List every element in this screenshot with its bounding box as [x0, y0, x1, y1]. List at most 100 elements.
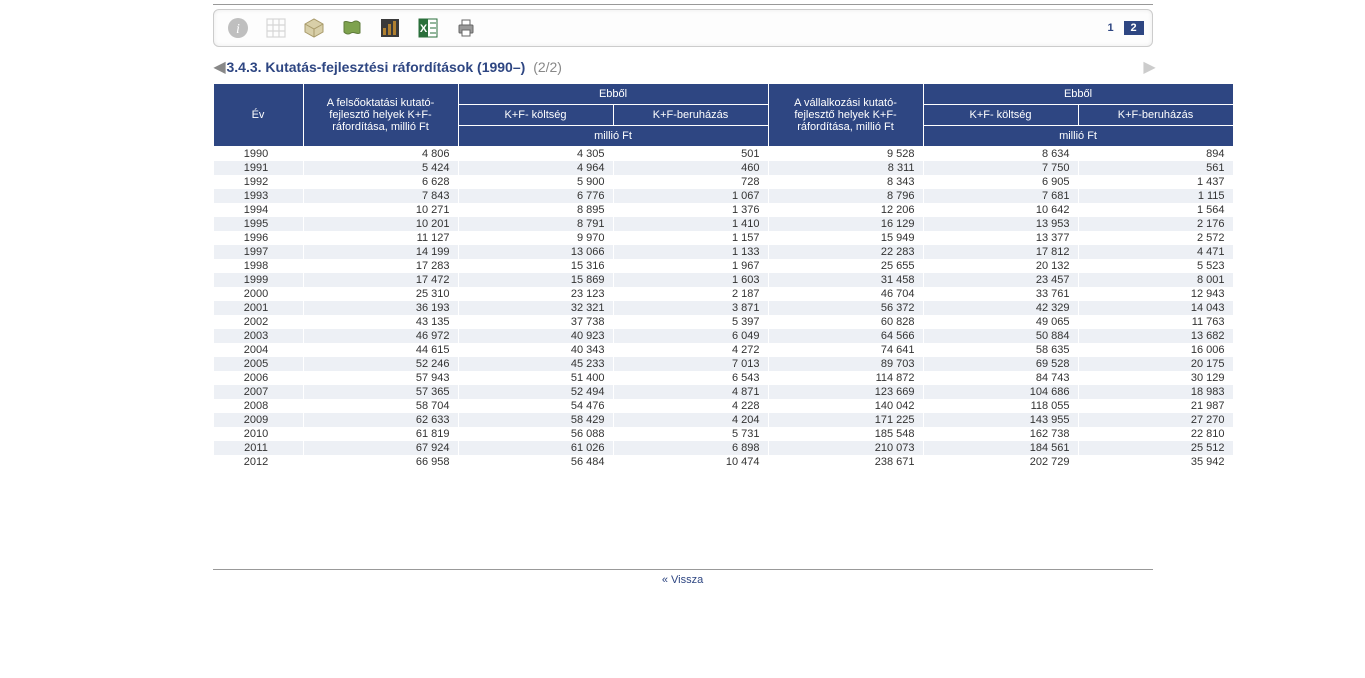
cell-b: 22 283 — [768, 245, 923, 259]
cell-b2: 1 437 — [1078, 175, 1233, 189]
cell-b: 9 528 — [768, 147, 923, 162]
cell-year: 1993 — [213, 189, 303, 203]
cell-b: 171 225 — [768, 413, 923, 427]
cell-a: 10 201 — [303, 217, 458, 231]
info-icon[interactable]: i — [222, 14, 254, 42]
data-table: Év A felsőoktatási kutató-fejlesztő hely… — [213, 83, 1234, 469]
cell-a1: 5 900 — [458, 175, 613, 189]
cell-b2: 27 270 — [1078, 413, 1233, 427]
cell-a2: 1 967 — [613, 259, 768, 273]
excel-icon[interactable]: X — [412, 14, 444, 42]
table-row: 201167 92461 0266 898210 073184 56125 51… — [213, 441, 1233, 455]
cell-year: 2004 — [213, 343, 303, 357]
th-b-beruhazas: K+F-beruházás — [1078, 105, 1233, 126]
cell-year: 2010 — [213, 427, 303, 441]
th-a-beruhazas: K+F-beruházás — [613, 105, 768, 126]
cell-a1: 40 923 — [458, 329, 613, 343]
cell-year: 2011 — [213, 441, 303, 455]
cell-a1: 32 321 — [458, 301, 613, 315]
table-row: 200243 13537 7385 39760 82849 06511 763 — [213, 315, 1233, 329]
cell-year: 2002 — [213, 315, 303, 329]
next-page-arrow[interactable]: ▶ — [1143, 57, 1157, 77]
cell-a2: 2 187 — [613, 287, 768, 301]
grid-icon[interactable] — [260, 14, 292, 42]
cell-b: 74 641 — [768, 343, 923, 357]
cell-b: 238 671 — [768, 455, 923, 469]
table-row: 19904 8064 3055019 5288 634894 — [213, 147, 1233, 162]
table-row: 199611 1279 9701 15715 94913 3772 572 — [213, 231, 1233, 245]
cell-b1: 33 761 — [923, 287, 1078, 301]
cell-a1: 15 869 — [458, 273, 613, 287]
pager-page-1[interactable]: 1 — [1101, 21, 1121, 35]
chart-icon[interactable] — [374, 14, 406, 42]
cell-a2: 1 376 — [613, 203, 768, 217]
table-row: 200757 36552 4944 871123 669104 68618 98… — [213, 385, 1233, 399]
cell-year: 1992 — [213, 175, 303, 189]
cell-a2: 6 898 — [613, 441, 768, 455]
cell-b1: 6 905 — [923, 175, 1078, 189]
table-row: 19915 4244 9644608 3117 750561 — [213, 161, 1233, 175]
back-link[interactable]: « Vissza — [662, 574, 703, 586]
table-row: 200025 31023 1232 18746 70433 76112 943 — [213, 287, 1233, 301]
th-year: Év — [213, 84, 303, 147]
svg-text:X: X — [419, 23, 427, 35]
print-icon[interactable] — [450, 14, 482, 42]
cell-b1: 104 686 — [923, 385, 1078, 399]
table-row: 200657 94351 4006 543114 87284 74330 129 — [213, 371, 1233, 385]
cell-b1: 23 457 — [923, 273, 1078, 287]
prev-page-arrow[interactable]: ◀ — [213, 57, 227, 77]
cell-b1: 50 884 — [923, 329, 1078, 343]
cell-b2: 2 572 — [1078, 231, 1233, 245]
cell-b: 12 206 — [768, 203, 923, 217]
cell-year: 2009 — [213, 413, 303, 427]
cell-year: 2007 — [213, 385, 303, 399]
cell-b: 31 458 — [768, 273, 923, 287]
cell-a2: 4 228 — [613, 399, 768, 413]
cell-year: 1996 — [213, 231, 303, 245]
cell-a: 4 806 — [303, 147, 458, 162]
cell-b: 140 042 — [768, 399, 923, 413]
cell-b2: 2 176 — [1078, 217, 1233, 231]
cell-a1: 61 026 — [458, 441, 613, 455]
table-row: 19926 6285 9007288 3436 9051 437 — [213, 175, 1233, 189]
table-row: 199410 2718 8951 37612 20610 6421 564 — [213, 203, 1233, 217]
cell-a2: 6 049 — [613, 329, 768, 343]
cell-b1: 69 528 — [923, 357, 1078, 371]
table-row: 201061 81956 0885 731185 548162 73822 81… — [213, 427, 1233, 441]
cell-a: 46 972 — [303, 329, 458, 343]
cell-a2: 1 067 — [613, 189, 768, 203]
pager-page-2[interactable]: 2 — [1124, 21, 1144, 35]
cell-a: 10 271 — [303, 203, 458, 217]
cell-b: 56 372 — [768, 301, 923, 315]
cell-b2: 22 810 — [1078, 427, 1233, 441]
th-group-a: A felsőoktatási kutató-fejlesztő helyek … — [303, 84, 458, 147]
cell-b2: 5 523 — [1078, 259, 1233, 273]
th-unit-b: millió Ft — [923, 126, 1233, 147]
cell-a2: 4 204 — [613, 413, 768, 427]
cell-year: 2005 — [213, 357, 303, 371]
cell-a: 57 943 — [303, 371, 458, 385]
cell-year: 2008 — [213, 399, 303, 413]
cell-b1: 42 329 — [923, 301, 1078, 315]
map-icon[interactable] — [336, 14, 368, 42]
cell-a1: 58 429 — [458, 413, 613, 427]
cell-a2: 5 731 — [613, 427, 768, 441]
cell-a2: 1 157 — [613, 231, 768, 245]
cell-a: 17 472 — [303, 273, 458, 287]
th-a-koltseg: K+F- költség — [458, 105, 613, 126]
cell-a: 67 924 — [303, 441, 458, 455]
table-row: 200346 97240 9236 04964 56650 88413 682 — [213, 329, 1233, 343]
cell-a2: 5 397 — [613, 315, 768, 329]
th-ebbol-b: Ebből — [923, 84, 1233, 105]
box-icon[interactable] — [298, 14, 330, 42]
cell-b2: 8 001 — [1078, 273, 1233, 287]
cell-b: 8 311 — [768, 161, 923, 175]
cell-a1: 4 964 — [458, 161, 613, 175]
cell-a: 44 615 — [303, 343, 458, 357]
th-ebbol-a: Ebből — [458, 84, 768, 105]
table-row: 200858 70454 4764 228140 042118 05521 98… — [213, 399, 1233, 413]
cell-b1: 8 634 — [923, 147, 1078, 162]
table-row: 201266 95856 48410 474238 671202 72935 9… — [213, 455, 1233, 469]
cell-a: 11 127 — [303, 231, 458, 245]
cell-b1: 7 681 — [923, 189, 1078, 203]
